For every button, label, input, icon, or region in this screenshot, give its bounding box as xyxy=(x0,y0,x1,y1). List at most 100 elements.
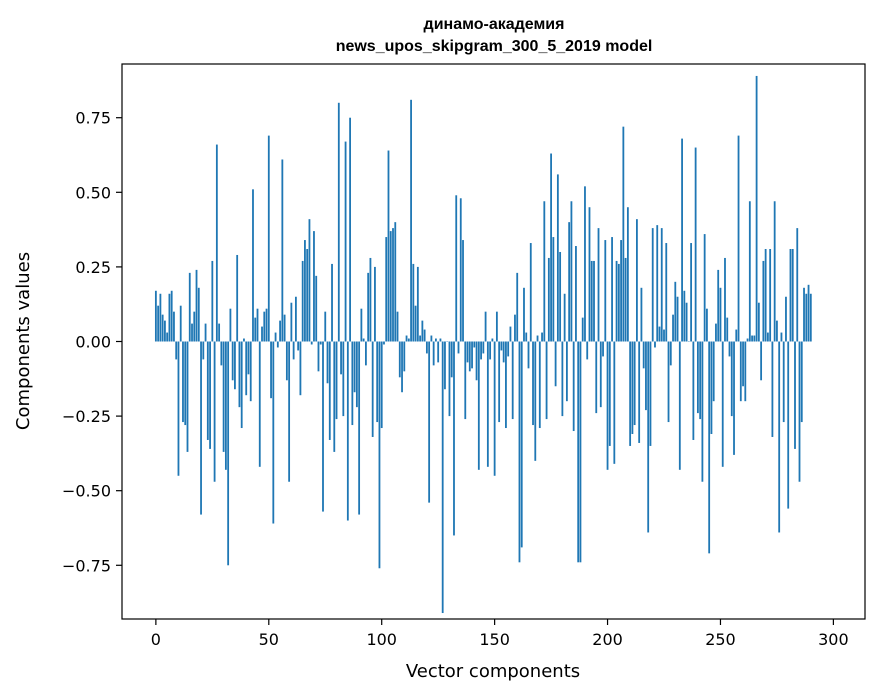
bar-103 xyxy=(387,150,390,342)
bar-191 xyxy=(586,341,589,360)
bar-179 xyxy=(559,251,562,342)
bar-210 xyxy=(629,341,632,446)
bar-120 xyxy=(425,341,428,354)
bar-91 xyxy=(360,308,363,342)
bar-29 xyxy=(220,341,223,366)
bar-204 xyxy=(615,260,618,342)
bar-95 xyxy=(369,257,372,342)
bar-286 xyxy=(800,341,803,423)
bar-79 xyxy=(333,341,336,452)
y-tick-label: 0.50 xyxy=(75,183,111,202)
y-tick-label: 0.25 xyxy=(75,258,111,277)
bar-272 xyxy=(769,249,772,342)
bar-255 xyxy=(730,341,733,417)
bar-263 xyxy=(748,201,751,342)
bar-126 xyxy=(439,338,442,342)
bar-197 xyxy=(599,341,602,408)
bar-31 xyxy=(224,341,227,470)
bar-178 xyxy=(556,174,559,342)
bar-289 xyxy=(807,284,810,342)
bar-164 xyxy=(525,332,528,342)
y-axis-ticks: −0.75 −0.50 −0.25 0.00 0.25 0.50 0.75 xyxy=(62,109,122,575)
bar-240 xyxy=(696,341,699,414)
bar-235 xyxy=(685,302,688,342)
bar-106 xyxy=(394,222,397,342)
bar-160 xyxy=(516,272,519,342)
bar-38 xyxy=(240,341,243,429)
bar-273 xyxy=(771,341,774,437)
bar-111 xyxy=(405,335,408,342)
bar-44 xyxy=(254,317,257,342)
bar-20 xyxy=(200,341,202,515)
bar-202 xyxy=(611,237,613,342)
y-tick-label: 0.75 xyxy=(75,109,111,128)
bar-194 xyxy=(593,260,595,342)
bar-212 xyxy=(633,341,636,426)
bar-71 xyxy=(315,275,318,342)
bar-80 xyxy=(335,341,338,420)
bar-121 xyxy=(428,341,431,503)
bar-70 xyxy=(313,231,315,342)
bar-290 xyxy=(809,293,812,342)
bar-242 xyxy=(701,341,704,482)
bar-56 xyxy=(281,159,284,342)
bar-234 xyxy=(683,290,686,342)
bar-112 xyxy=(407,338,410,342)
bar-130 xyxy=(448,341,451,417)
bar-239 xyxy=(694,147,697,342)
bar-176 xyxy=(552,237,555,342)
bar-150 xyxy=(493,341,496,476)
bar-84 xyxy=(344,141,347,342)
bar-55 xyxy=(279,320,281,342)
bar-249 xyxy=(717,269,720,342)
bar-32 xyxy=(227,341,230,566)
bar-1 xyxy=(157,305,160,342)
bar-226 xyxy=(665,243,668,342)
bar-22 xyxy=(204,323,207,342)
bar-148 xyxy=(489,341,492,360)
bar-156 xyxy=(507,341,510,357)
bar-3 xyxy=(161,314,164,342)
bar-93 xyxy=(365,341,367,366)
bar-4 xyxy=(164,320,166,342)
bar-90 xyxy=(358,341,361,515)
bar-63 xyxy=(297,341,300,351)
bar-7 xyxy=(170,290,173,342)
y-tick-label: −0.75 xyxy=(62,556,111,575)
bar-59 xyxy=(288,341,291,482)
bar-225 xyxy=(663,329,665,342)
bar-269 xyxy=(762,260,765,342)
bar-57 xyxy=(283,314,286,342)
bar-104 xyxy=(389,231,392,342)
bar-107 xyxy=(396,311,399,342)
bar-142 xyxy=(475,341,478,381)
bar-137 xyxy=(464,341,467,420)
bar-5 xyxy=(166,332,169,342)
bar-171 xyxy=(541,332,543,342)
bar-99 xyxy=(378,341,381,569)
bar-241 xyxy=(699,341,702,420)
bar-180 xyxy=(561,341,564,417)
bar-288 xyxy=(805,293,808,342)
bar-207 xyxy=(622,126,625,342)
bar-2 xyxy=(159,293,162,342)
bar-35 xyxy=(234,341,236,390)
bar-248 xyxy=(715,323,717,342)
bar-92 xyxy=(362,338,365,342)
bar-287 xyxy=(803,287,805,342)
bar-214 xyxy=(638,341,641,443)
bar-151 xyxy=(495,311,498,342)
bar-83 xyxy=(342,341,345,417)
bar-166 xyxy=(529,243,532,342)
bar-147 xyxy=(486,341,489,467)
bar-266 xyxy=(755,75,758,342)
bar-12 xyxy=(182,341,184,423)
bar-183 xyxy=(568,222,571,342)
bar-135 xyxy=(459,198,462,342)
bar-173 xyxy=(545,341,548,420)
bar-49 xyxy=(265,308,268,342)
bar-123 xyxy=(432,341,435,366)
bar-186 xyxy=(575,246,577,342)
bar-163 xyxy=(523,287,525,342)
bar-146 xyxy=(484,311,487,342)
